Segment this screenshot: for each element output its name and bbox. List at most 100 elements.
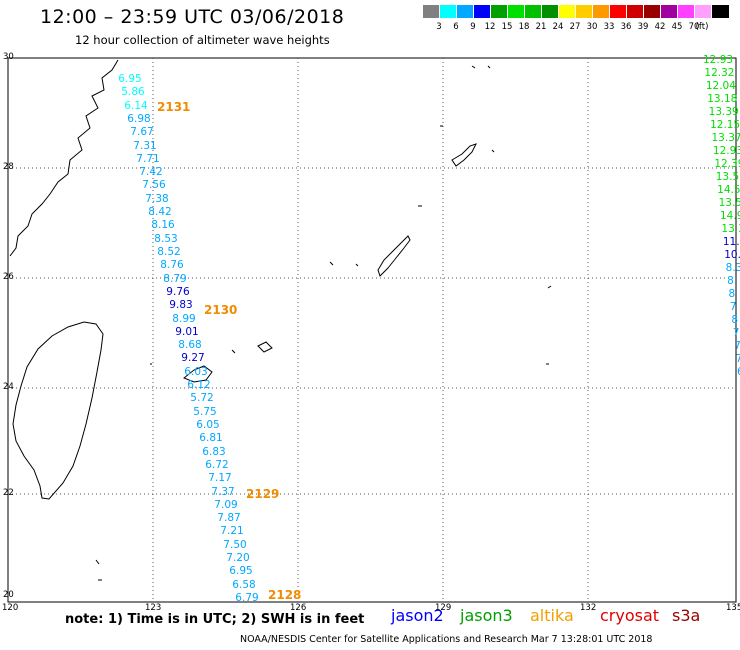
legend-label: 6: [453, 22, 459, 32]
latitude-label: 20: [3, 590, 14, 600]
wave-height-value: 8: [731, 314, 739, 326]
legend-swatch: [422, 5, 440, 18]
legend-swatch: [711, 5, 729, 18]
wave-height-value: 8: [728, 288, 736, 300]
legend-swatch: [439, 5, 457, 18]
legend-label: 27: [569, 22, 581, 32]
wave-height-value: 6.14: [124, 99, 148, 112]
wave-height-value: 13.51: [715, 171, 740, 183]
wave-height-value: 12.93: [703, 54, 734, 66]
longitude-label: 123: [145, 603, 162, 613]
wave-height-value: 6.58: [232, 578, 256, 591]
wave-height-value: 7: [735, 353, 740, 365]
wave-height-value: 8.68: [178, 339, 202, 352]
wave-height-value: 7: [729, 301, 737, 313]
latitude-label: 28: [3, 162, 14, 172]
wave-height-value: 8.99: [172, 312, 196, 325]
wave-height-value: 7.17: [208, 472, 232, 485]
wave-height-value: 5.75: [193, 405, 217, 418]
wave-height-value: 7.50: [223, 538, 247, 551]
legend-label: 36: [620, 22, 632, 32]
legend-label: 12: [484, 22, 496, 32]
latitude-label: 24: [3, 382, 14, 392]
legend-swatch: [626, 5, 644, 18]
wave-height-value: 11.0: [722, 236, 740, 248]
credit-line: NOAA/NESDIS Center for Satellite Applica…: [240, 634, 653, 645]
small-islands: [95, 65, 552, 581]
legend-swatch: [456, 5, 474, 18]
wave-height-value: 8.42: [148, 206, 172, 219]
miyako: [257, 341, 273, 353]
legend-label: 18: [518, 22, 530, 32]
wave-height-value: 13.18: [707, 93, 738, 105]
wave-height-value: 8.3: [725, 262, 740, 274]
wave-height-value: 6.95: [229, 565, 253, 578]
longitude-label: 126: [290, 603, 307, 613]
legend-swatch: [643, 5, 661, 18]
ishigaki: [183, 365, 213, 383]
wave-height-value: 13.3: [721, 223, 740, 235]
wave-height-value: 9.27: [181, 352, 205, 365]
wave-height-value: 9.01: [175, 325, 199, 338]
pass-label: 2128: [268, 588, 302, 602]
legend-label: 30: [586, 22, 598, 32]
wave-height-value: 6.72: [205, 458, 229, 471]
legend-swatch: [592, 5, 610, 18]
latitude-label: 22: [3, 488, 14, 498]
longitude-label: 129: [435, 603, 452, 613]
legend-label: 33: [603, 22, 615, 32]
longitude-label: 120: [2, 603, 19, 613]
wave-height-value: 12.15: [710, 119, 740, 131]
satellite-jason3: jason3: [460, 606, 513, 625]
legend-swatch: [490, 5, 508, 18]
wave-height-value: 12.93: [712, 145, 740, 157]
latitude-label: 26: [3, 272, 14, 282]
graticule: [8, 58, 736, 602]
wave-height-value: 7.56: [142, 179, 166, 192]
wave-height-value: 7: [732, 327, 740, 339]
wave-height-value: 7.21: [220, 525, 244, 538]
legend-label: 15: [501, 22, 513, 32]
wave-height-value: 10.3: [724, 249, 740, 261]
satellite-s3a: s3a: [672, 606, 701, 625]
longitude-label: 132: [580, 603, 597, 613]
satellite-jason2: jason2: [391, 606, 444, 625]
wave-height-value: 5.72: [190, 392, 214, 405]
legend-swatch: [694, 5, 712, 18]
wave-height-value: 13.39: [708, 106, 739, 118]
wave-height-value: 6: [737, 366, 740, 378]
wave-height-value: 7.71: [136, 152, 160, 165]
legend-swatch: [677, 5, 695, 18]
legend-label: 24: [552, 22, 564, 32]
footer-note: note: 1) Time is in UTC; 2) SWH is in fe…: [65, 612, 365, 627]
legend-label: 39: [637, 22, 649, 32]
map-frame: [7, 57, 737, 603]
wave-height-value: 8.79: [163, 272, 187, 285]
wave-height-value: 14.9: [720, 210, 740, 222]
wave-height-value: 12.32: [704, 67, 735, 79]
legend-label: 9: [470, 22, 476, 32]
wave-height-value: 7.67: [130, 126, 154, 139]
wave-height-value: 8.53: [154, 232, 178, 245]
wave-height-value: 6.03: [184, 365, 208, 378]
wave-height-value: 7.38: [145, 192, 169, 205]
wave-height-value: 6.95: [118, 73, 142, 85]
wave-height-value: 7.09: [214, 498, 238, 511]
taiwan-coast: [12, 321, 104, 500]
legend-label: 3: [436, 22, 442, 32]
coastlines: [9, 59, 552, 581]
longitude-label: 135: [726, 603, 740, 613]
wave-height-value: 13.50: [718, 197, 740, 209]
wave-height-value: 5.86: [121, 86, 145, 99]
latitude-label: 30: [3, 52, 14, 62]
wave-height-value: 6.81: [199, 432, 223, 445]
china-coast: [9, 59, 119, 257]
wave-height-value: 8.76: [160, 259, 184, 272]
legend-swatch: [575, 5, 593, 18]
wave-height-value: 7.42: [139, 166, 163, 179]
wave-height-value: 12.39: [714, 158, 740, 170]
legend-swatch: [609, 5, 627, 18]
wave-height-value: 8.: [727, 275, 738, 287]
page-subtitle: 12 hour collection of altimeter wave hei…: [75, 33, 330, 47]
